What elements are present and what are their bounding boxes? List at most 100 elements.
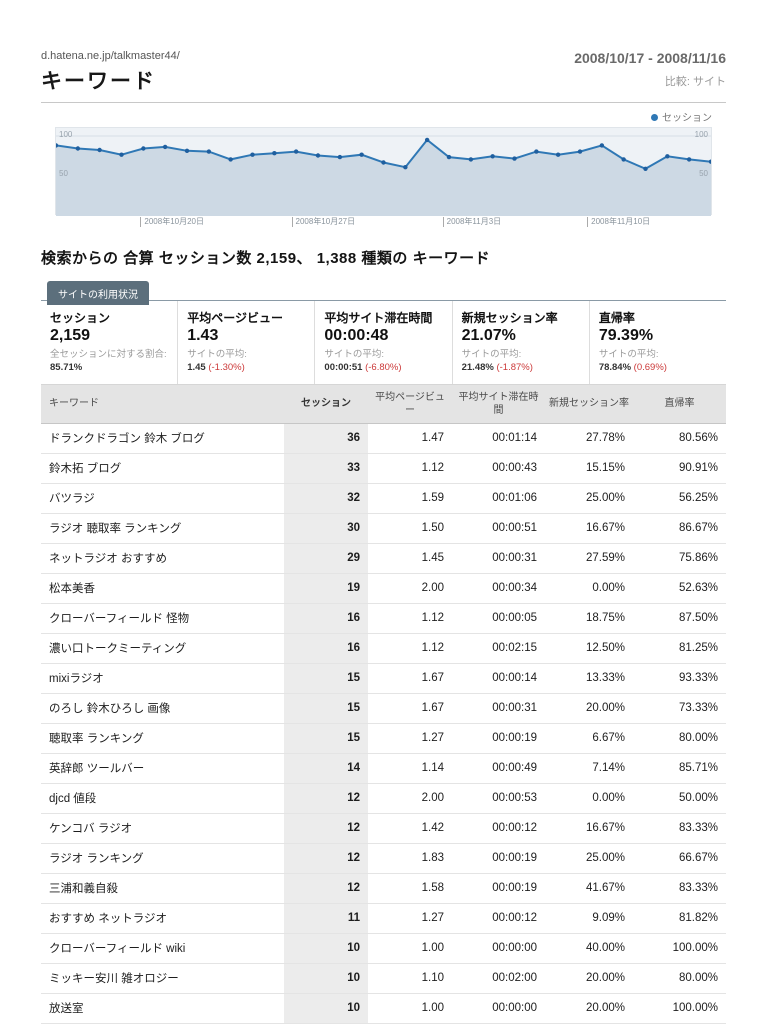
value-cell: 00:00:19	[452, 843, 545, 874]
value-cell: 00:00:00	[452, 993, 545, 1024]
table-row: ケンコバ ラジオ 12 1.42 00:00:12 16.67% 83.33%	[41, 813, 726, 844]
table-row: ネットラジオ おすすめ 29 1.45 00:00:31 27.59% 75.86%	[41, 543, 726, 574]
value-cell: 81.82%	[633, 903, 726, 934]
report-header-right: 2008/10/17 - 2008/11/16 比較: サイト	[574, 50, 726, 89]
value-cell: 1.47	[368, 423, 452, 454]
table-row: クローバーフィールド 怪物 16 1.12 00:00:05 18.75% 87.50%	[41, 603, 726, 634]
metric-site-average: 78.84%	[598, 361, 632, 373]
value-cell: 73.33%	[633, 693, 726, 724]
value-cell: 13.33%	[545, 663, 633, 694]
keyword-cell: 英辞郎 ツールバー	[41, 753, 284, 784]
x-axis-label: 2008年10月27日	[291, 217, 355, 227]
value-cell: 1.12	[368, 633, 452, 664]
tab-site-usage[interactable]: サイトの利用状況	[47, 281, 149, 305]
keyword-cell: ラジオ 聴取率 ランキング	[41, 513, 284, 544]
value-cell: 15	[284, 663, 368, 694]
value-cell: 15	[284, 723, 368, 754]
table-row: 鈴木拓 ブログ 33 1.12 00:00:43 15.15% 90.91%	[41, 453, 726, 484]
value-cell: 0.00%	[545, 783, 633, 814]
keyword-cell: クローバーフィールド wiki	[41, 933, 284, 964]
value-cell: 86.67%	[633, 513, 726, 544]
y-axis-tick: 100	[694, 130, 708, 139]
y-axis-tick: 50	[59, 169, 68, 178]
metric-label: 直帰率	[598, 311, 635, 325]
comparison-selector[interactable]: 比較: サイト	[664, 76, 726, 88]
metric-sub-label: サイトの平均:	[187, 349, 247, 360]
value-cell: 80.56%	[633, 423, 726, 454]
table-row: mixiラジオ 15 1.67 00:00:14 13.33% 93.33%	[41, 663, 726, 694]
report-header-left: d.hatena.ne.jp/talkmaster44/ キーワード	[41, 50, 180, 95]
value-cell: 00:00:19	[452, 873, 545, 904]
table-row: 聴取率 ランキング 15 1.27 00:00:19 6.67% 80.00%	[41, 723, 726, 754]
value-cell: 00:00:53	[452, 783, 545, 814]
metric-subtext: サイトの平均: 78.84% (0.69%)	[599, 349, 717, 375]
metric-delta: (0.69%)	[631, 361, 667, 373]
table-row: 濃い口トークミーティング 16 1.12 00:02:15 12.50% 81.25%	[41, 633, 726, 664]
value-cell: 11	[284, 903, 368, 934]
metric-delta: (-1.87%)	[493, 361, 533, 373]
value-cell: 00:02:00	[452, 963, 545, 994]
value-cell: 80.00%	[633, 723, 726, 754]
legend-series-label: セッション	[662, 113, 712, 124]
metric-value: 21.07%	[461, 327, 516, 344]
column-header-1[interactable]: セッション	[284, 384, 368, 424]
keyword-cell: のろし 鈴木ひろし 画像	[41, 693, 284, 724]
metric-sub-value-line: 00:00:51 (-6.80%)	[324, 362, 442, 375]
table-header-row: キーワード セッション 平均ページビュー 平均サイト滞在時間 新規セッション率 直帰率	[41, 384, 726, 424]
column-header-4[interactable]: 新規セッション率	[545, 384, 633, 424]
value-cell: 18.75%	[545, 603, 633, 634]
value-cell: 00:02:15	[452, 633, 545, 664]
value-cell: 12.50%	[545, 633, 633, 664]
value-cell: 1.67	[368, 693, 452, 724]
metric-sub-label: サイトの平均:	[324, 349, 385, 360]
value-cell: 1.12	[368, 453, 452, 484]
column-header-5[interactable]: 直帰率	[633, 384, 726, 424]
metric-box-2: 平均ページビュー 1.43 サイトの平均: 1.45 (-1.30%)	[178, 301, 316, 384]
value-cell: 50.00%	[633, 783, 726, 814]
keyword-cell: 放送室	[41, 993, 284, 1024]
metric-box-5: 直帰率 79.39% サイトの平均: 78.84% (0.69%)	[590, 301, 726, 384]
summary-metrics-row: セッション 2,159 全セッションに対する割合: 85.71% 平均ページビュー 1.4…	[41, 301, 726, 385]
column-header-2[interactable]: 平均ページビュー	[368, 384, 452, 424]
value-cell: 14	[284, 753, 368, 784]
legend-series-dot-icon	[651, 114, 658, 121]
value-cell: 1.00	[368, 933, 452, 964]
value-cell: 25.00%	[545, 483, 633, 514]
value-cell: 1.42	[368, 813, 452, 844]
value-cell: 00:00:43	[452, 453, 545, 484]
date-range[interactable]: 2008/10/17 - 2008/11/16	[574, 50, 726, 66]
value-cell: 41.67%	[545, 873, 633, 904]
value-cell: 1.00	[368, 993, 452, 1024]
table-row: 三浦和義自殺 12 1.58 00:00:19 41.67% 83.33%	[41, 873, 726, 904]
value-cell: 56.25%	[633, 483, 726, 514]
value-cell: 0.00%	[545, 573, 633, 604]
value-cell: 1.67	[368, 663, 452, 694]
metric-sub-value-line: 1.45 (-1.30%)	[187, 362, 305, 375]
keyword-cell: mixiラジオ	[41, 663, 284, 694]
keyword-cell: 三浦和義自殺	[41, 873, 284, 904]
table-row: おすすめ ネットラジオ 11 1.27 00:00:12 9.09% 81.82%	[41, 903, 726, 934]
y-axis-tick: 100	[59, 130, 73, 139]
table-row: djcd 値段 12 2.00 00:00:53 0.00% 50.00%	[41, 783, 726, 814]
value-cell: 33	[284, 453, 368, 484]
value-cell: 93.33%	[633, 663, 726, 694]
keyword-cell: 鈴木拓 ブログ	[41, 453, 284, 484]
value-cell: 00:00:49	[452, 753, 545, 784]
value-cell: 00:00:05	[452, 603, 545, 634]
value-cell: 90.91%	[633, 453, 726, 484]
value-cell: 10	[284, 963, 368, 994]
value-cell: 87.50%	[633, 603, 726, 634]
value-cell: 00:00:12	[452, 903, 545, 934]
keyword-cell: 濃い口トークミーティング	[41, 633, 284, 664]
value-cell: 6.67%	[545, 723, 633, 754]
value-cell: 2.00	[368, 783, 452, 814]
y-axis-tick: 50	[699, 169, 708, 178]
column-header-0[interactable]: キーワード	[41, 384, 284, 424]
metric-sub-value-line: 21.48% (-1.87%)	[462, 362, 580, 375]
metric-sub-value-line: 78.84% (0.69%)	[599, 362, 717, 375]
value-cell: 12	[284, 783, 368, 814]
column-header-3[interactable]: 平均サイト滞在時間	[452, 384, 545, 424]
metric-label: 新規セッション率	[461, 311, 558, 325]
value-cell: 25.00%	[545, 843, 633, 874]
